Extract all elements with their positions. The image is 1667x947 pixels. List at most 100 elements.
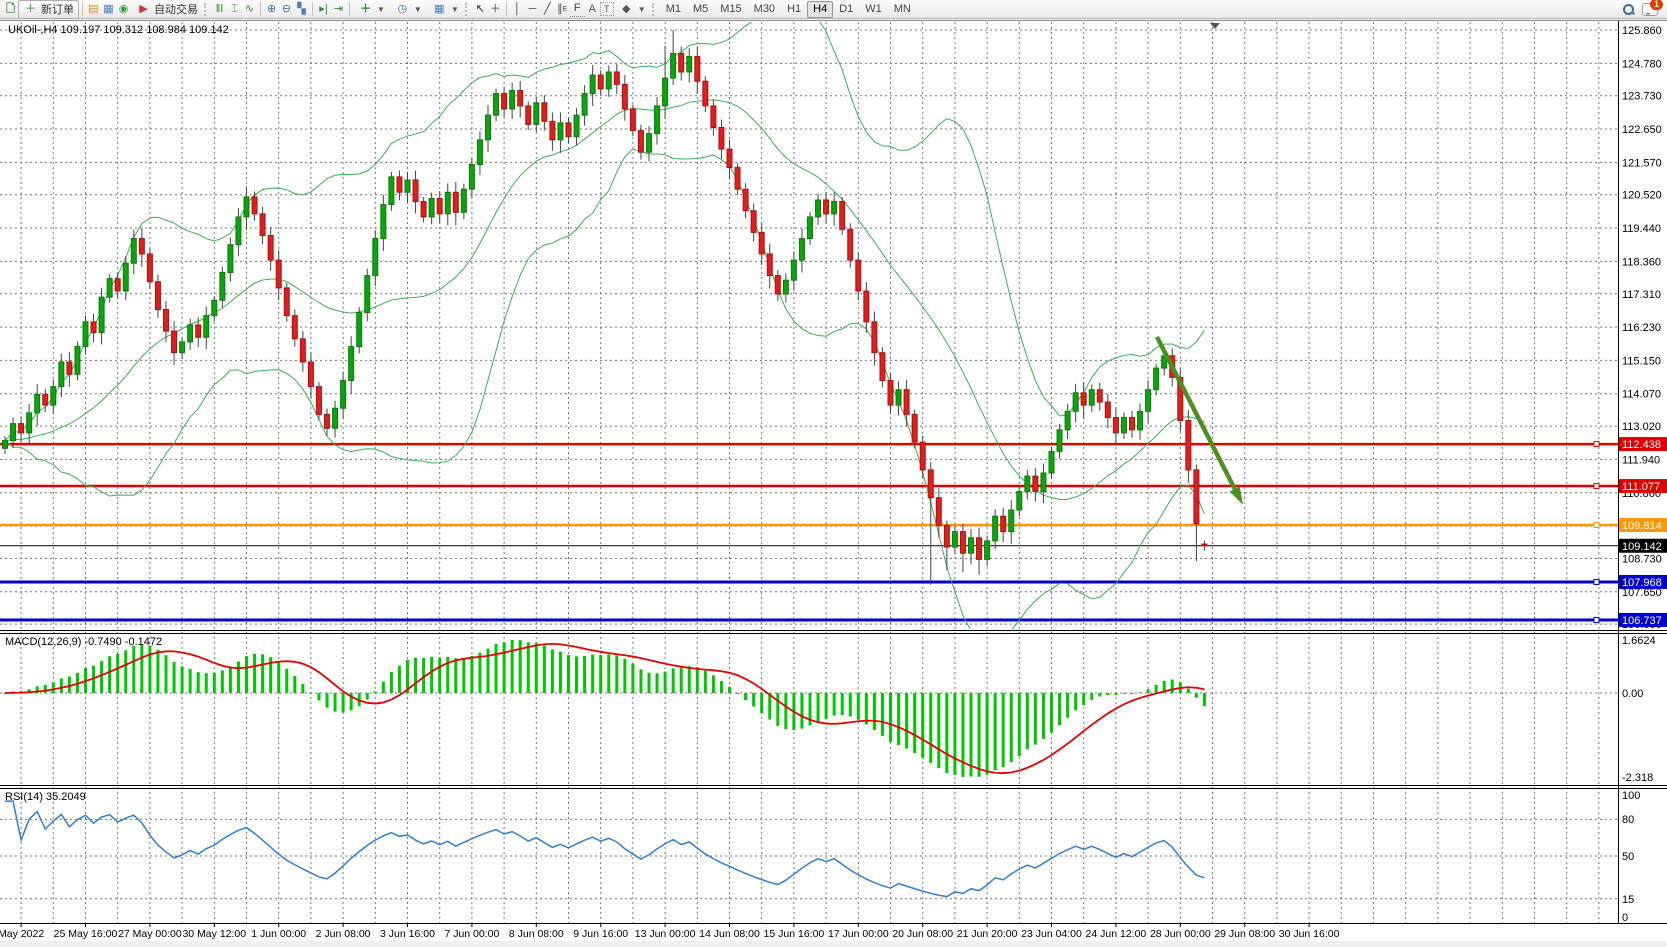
templates-button[interactable]: ▦ ▼ (427, 0, 464, 19)
search-icon[interactable] (1623, 3, 1634, 15)
line-chart-icon[interactable]: ∿ (244, 2, 255, 15)
time-axis-label: 24 Jun 12:00 (1086, 928, 1147, 940)
timeframe-m5[interactable]: M5 (692, 2, 709, 15)
horizontal-line-icon[interactable]: ─ (528, 2, 537, 15)
candle-body (646, 133, 652, 153)
price-axis-label: 113.020 (1622, 421, 1661, 433)
macd-bar (220, 670, 224, 693)
candle-body (1000, 515, 1007, 533)
timeframe-m15[interactable]: M15 (720, 2, 742, 15)
rsi-axis-label: 80 (1622, 814, 1634, 826)
timeframe-w1[interactable]: W1 (865, 2, 882, 15)
candle-body (138, 238, 145, 255)
macd-bar (856, 693, 860, 720)
macd-bar (486, 648, 490, 693)
timeframe-m30[interactable]: M30 (753, 2, 776, 15)
line-handle[interactable] (1593, 483, 1600, 490)
timeframe-mn[interactable]: MN (893, 2, 911, 15)
macd-bar (67, 676, 71, 693)
line-handle[interactable] (1593, 441, 1600, 448)
candle-body (943, 524, 950, 548)
toolbar-grip[interactable] (651, 2, 657, 16)
indicators-button[interactable]: ＋ ▼ (353, 0, 390, 19)
auto-trading-button[interactable]: ▶ 自动交易 (131, 0, 203, 19)
tile-windows-icon[interactable]: ▚ (297, 2, 306, 15)
auto-scroll-icon[interactable]: ▸| (319, 2, 328, 15)
chart-shift-marker[interactable] (1210, 23, 1220, 29)
zoom-in-icon[interactable]: ⊕ (266, 2, 277, 15)
macd-bar (567, 655, 570, 693)
price-tag (1619, 437, 1667, 452)
periods-button[interactable]: ◷ ▼ (390, 0, 427, 19)
candle-body (774, 275, 781, 295)
line-handle[interactable] (1593, 616, 1600, 623)
candle-body (1201, 543, 1208, 547)
new-chart-icon[interactable]: 🗋 (6, 2, 15, 15)
candle-body (420, 201, 427, 218)
candle-body (976, 537, 983, 560)
macd-bar (27, 689, 31, 693)
macd-bar (840, 693, 844, 715)
text-icon[interactable]: A (588, 2, 596, 15)
time-axis[interactable] (0, 924, 1667, 942)
toolbar-separator (505, 2, 507, 16)
candlestick-chart-icon[interactable]: ⌶ (231, 2, 238, 15)
macd-axis-label: 1.6624 (1622, 635, 1656, 647)
macd-bar (695, 667, 699, 693)
candle-body (501, 93, 508, 110)
candle-body (742, 188, 749, 212)
candle-body (235, 216, 242, 246)
candle-body (621, 83, 628, 110)
trendline-icon[interactable]: ╱ (543, 2, 551, 15)
candle-body (1056, 429, 1063, 452)
cursor-icon[interactable]: ↖ (475, 2, 485, 15)
time-axis-label: 29 Jun 08:00 (1214, 928, 1275, 940)
new-order-button[interactable]: ＋ 新订单 (18, 0, 79, 19)
candle-body (959, 531, 966, 554)
rsi-axis-label: 50 (1622, 851, 1634, 863)
macd-bar (1194, 693, 1198, 698)
candle-body (565, 122, 572, 138)
candle-body (734, 167, 741, 190)
toolbar-grip[interactable] (464, 2, 470, 16)
macd-bar (422, 657, 426, 693)
market-watch-icon[interactable]: ▤ (88, 2, 99, 15)
chevron-down-icon: ▼ (637, 4, 646, 14)
data-window-icon[interactable]: ▦ (103, 2, 114, 15)
crosshair-icon[interactable]: ＋ (489, 2, 501, 15)
chart-shift-icon[interactable]: ⇥ (333, 2, 344, 15)
text-label-icon[interactable]: T (599, 2, 614, 16)
navigator-icon[interactable]: ◉ (118, 2, 129, 15)
macd-bar (897, 693, 901, 746)
arrows-button[interactable]: ◆ ▼ (614, 0, 651, 19)
candle-body (1032, 475, 1039, 493)
fibonacci-icon[interactable]: F (569, 1, 585, 17)
candle-body (42, 393, 49, 406)
equidistant-channel-icon[interactable]: ∥ E (557, 2, 568, 15)
line-handle[interactable] (1593, 522, 1600, 529)
timeframe-h4[interactable]: H4 (807, 0, 834, 18)
indicators-icon: ＋ (360, 2, 371, 15)
timeframe-m1[interactable]: M1 (665, 2, 681, 15)
candle-body (74, 346, 81, 375)
toolbar-grip[interactable] (204, 2, 209, 16)
trend-arrow-head[interactable] (1229, 486, 1243, 505)
chat-icon[interactable]: 1 (1642, 0, 1663, 16)
macd-bar (575, 656, 579, 693)
candle-body (1088, 389, 1095, 406)
candle-body (984, 540, 991, 560)
zoom-out-icon[interactable]: ⊖ (281, 2, 292, 15)
timeframe-d1[interactable]: D1 (839, 2, 854, 15)
macd-indicator-label: MACD(12,26,9) -0.7490 -0.1472 (5, 636, 163, 648)
timeframe-h1[interactable]: H1 (787, 2, 802, 15)
macd-bar (1106, 693, 1110, 695)
trend-arrow-line[interactable] (1154, 335, 1237, 491)
vertical-line-icon[interactable]: │ (513, 2, 521, 15)
line-handle[interactable] (1593, 578, 1600, 585)
candle-body (171, 330, 178, 354)
macd-bar (430, 656, 434, 693)
bar-chart-icon[interactable]: ǁǀ (215, 2, 224, 15)
candle-body (1096, 389, 1103, 403)
